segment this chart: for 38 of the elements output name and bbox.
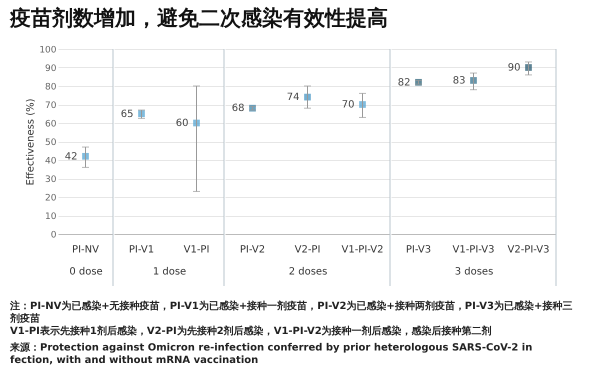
x-tick-label: PI-V1 <box>128 244 154 256</box>
y-tick-label: 50 <box>45 138 57 148</box>
data-label: 70 <box>342 100 354 110</box>
x-axis-title: 2 doses <box>288 266 328 278</box>
y-tick-label: 60 <box>45 120 57 130</box>
x-tick-label: V1-PI-V2 <box>341 244 384 256</box>
data-label: 65 <box>120 108 134 120</box>
x-tick-label: V1-PI <box>184 244 210 256</box>
y-tick-label: 20 <box>45 194 57 204</box>
y-tick-label: 10 <box>45 212 57 222</box>
x-tick-label: PI-V2 <box>240 244 266 256</box>
x-tick-label: V2-PI-V3 <box>507 244 550 256</box>
y-tick-label: 30 <box>45 175 57 185</box>
data-label: 60 <box>176 118 188 129</box>
x-tick-label: PI-V3 <box>406 244 432 256</box>
x-axis-title: 0 dose <box>69 266 103 278</box>
data-label: 82 <box>398 77 410 88</box>
data-label: 42 <box>64 151 78 162</box>
y-tick-label: 90 <box>45 64 57 74</box>
x-tick-label: V1-PI-V3 <box>452 244 495 256</box>
text: 疫苗剂数增加，避免二次感染有效性提高 <box>9 6 388 30</box>
data-label: 83 <box>452 75 466 86</box>
y-tick-label: 100 <box>39 46 57 56</box>
x-axis-title: 1 dose <box>152 266 186 278</box>
data-label: 90 <box>508 62 520 74</box>
x-axis-title: 3 doses <box>454 266 494 278</box>
y-axis-title: Effectiveness (%) <box>25 98 36 186</box>
y-tick-label: 40 <box>45 156 57 166</box>
x-tick-label: PI-NV <box>72 244 100 256</box>
y-tick-label: 70 <box>45 101 57 111</box>
text: V1-PI表示先接种1剂后感染，V2-PI为先接种2剂后感染，V1-PI-V2为接种一剂后感染，感染后接种第二剂 <box>10 325 492 337</box>
source-note: 来源：Protection against Omicron re-infection conferred by prior heterologous SARS-CoV-2 infection, with and without mRNA vaccination <box>9 342 532 366</box>
text: 注：PI-NV为已感染+无接种疫苗，PI-V1为已感染+接种一剂疫苗，PI-V2为已感染+接种两剂疫苗，PI-V3为已感染+接种三剂疫苗 <box>9 300 572 324</box>
data-label: 74 <box>286 92 300 104</box>
data-label: 68 <box>232 103 244 114</box>
y-tick-label: 80 <box>45 82 57 92</box>
y-tick-label: 0 <box>50 230 57 240</box>
x-tick-label: V2-PI <box>294 244 320 256</box>
